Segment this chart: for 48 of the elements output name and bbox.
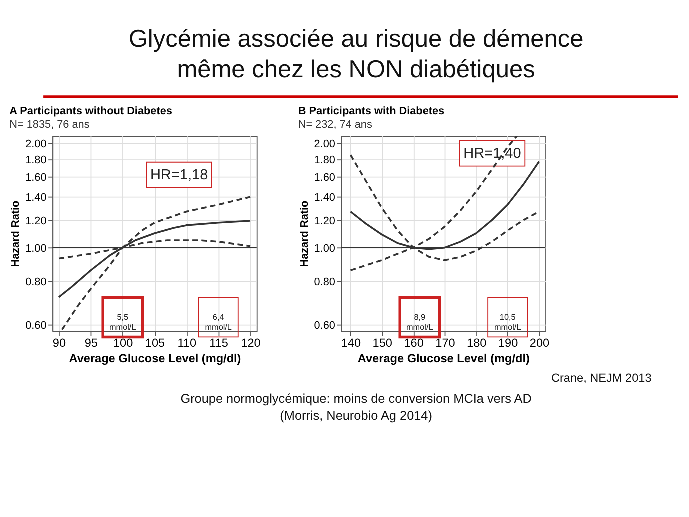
x-axis-title: Average Glucose Level (mg/dl)	[69, 352, 242, 366]
x-tick-label: 100	[113, 336, 134, 350]
y-tick-label: 0.60	[314, 320, 336, 332]
y-tick-label: 1.40	[314, 192, 336, 204]
x-tick-label: 95	[84, 336, 98, 350]
y-tick-label: 1.20	[314, 215, 336, 228]
text: (Morris, Neurobio Ag 2014)	[280, 409, 432, 424]
annotation: HR=1,40	[464, 146, 522, 162]
y-tick-label: 1.80	[314, 154, 336, 166]
annotation: HR=1,18	[150, 168, 208, 184]
text: Groupe normoglycémique: moins de conversion MCIa vers AD	[180, 392, 532, 406]
y-tick-label: 0.80	[314, 276, 336, 289]
text: Glycémie associée au risque de démence même chez les NON diabétiques	[128, 26, 584, 84]
y-tick-label: 1.60	[26, 172, 47, 184]
chart-title: A Participants without Diabetes	[10, 105, 172, 118]
x-tick-label: 90	[52, 336, 66, 350]
y-tick-label: 2.00	[314, 138, 336, 150]
y-tick-label: 1.40	[26, 192, 47, 204]
y-axis-title: Hazard Ratio	[298, 200, 311, 268]
annotation: 8,9 mmol/L	[406, 313, 434, 332]
x-tick-label: 160	[404, 336, 424, 350]
x-tick-label: 180	[467, 336, 488, 350]
x-tick-label: 115	[210, 336, 229, 350]
y-tick-label: 0.80	[26, 276, 47, 289]
chart-subtitle: N= 1835, 76 ans	[10, 118, 90, 131]
y-tick-label: 1.00	[26, 242, 47, 255]
x-tick-label: 140	[341, 336, 362, 350]
text: Crane, NEJM 2013	[551, 371, 652, 386]
x-tick-label: 150	[372, 336, 393, 350]
annotation: 6,4 mmol/L	[205, 313, 232, 332]
y-tick-label: 1.00	[314, 242, 336, 255]
x-tick-label: 190	[498, 336, 519, 350]
chart-subtitle: N= 232, 74 ans	[298, 118, 373, 131]
y-tick-label: 2.00	[26, 138, 47, 150]
y-axis-title: Hazard Ratio	[10, 200, 22, 268]
x-axis-title: Average Glucose Level (mg/dl)	[358, 352, 530, 366]
x-tick-label: 200	[530, 336, 550, 350]
x-tick-label: 120	[241, 336, 262, 350]
x-tick-label: 110	[178, 336, 197, 350]
annotation: 5,5 mmol/L	[109, 313, 137, 332]
chart-title: B Participants with Diabetes	[298, 105, 445, 118]
annotation: 10,5 mmol/L	[494, 313, 522, 332]
y-tick-label: 0.60	[26, 320, 47, 332]
y-tick-label: 1.80	[26, 154, 47, 166]
y-tick-label: 1.60	[314, 172, 336, 184]
y-tick-label: 1.20	[26, 215, 47, 228]
x-tick-label: 105	[145, 336, 166, 350]
x-tick-label: 170	[436, 336, 456, 350]
